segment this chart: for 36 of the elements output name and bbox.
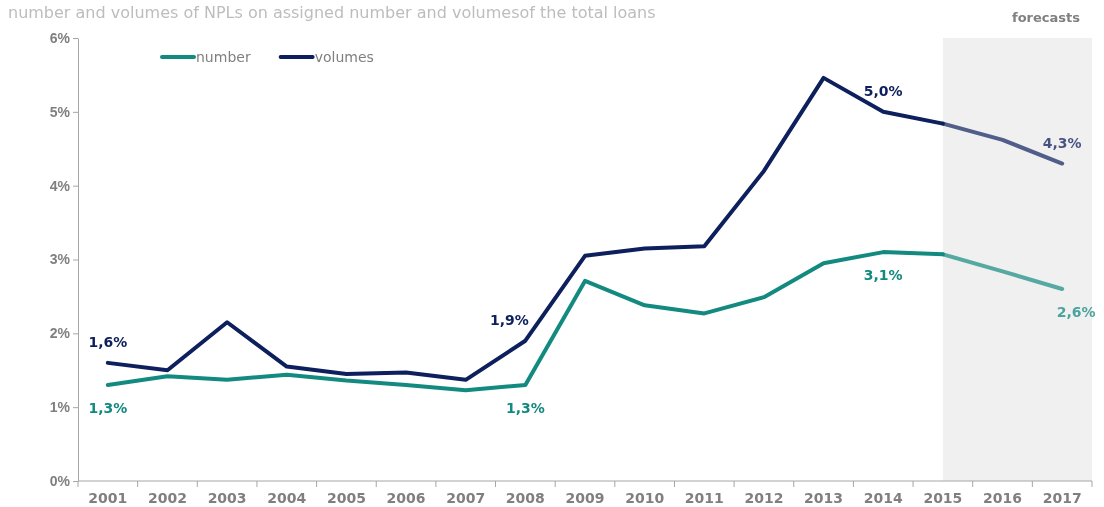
- y-tick-label: 6%: [49, 29, 71, 46]
- data-label: 1,3%: [505, 400, 545, 417]
- x-tick-label: 2010: [625, 490, 665, 506]
- x-tick-label: 2014: [863, 490, 903, 506]
- y-tick-label: 0%: [49, 472, 71, 489]
- data-label: 1,6%: [88, 333, 128, 350]
- x-tick-label: 2012: [744, 490, 784, 506]
- chart-title: number and volumes of NPLs on assigned number and volumesof the total loans: [8, 3, 656, 22]
- legend-label: volumes: [314, 49, 374, 65]
- y-tick-label: 3%: [49, 251, 71, 268]
- data-label: 1,3%: [88, 400, 128, 417]
- data-label: 1,9%: [489, 311, 529, 328]
- x-tick-label: 2013: [804, 490, 844, 506]
- band-label: forecasts: [1012, 10, 1081, 25]
- x-tick-label: 2009: [565, 490, 605, 506]
- y-tick-label: 5%: [49, 103, 71, 120]
- x-tick-label: 2001: [88, 490, 128, 506]
- x-tick-label: 2017: [1042, 490, 1082, 506]
- data-label: 3,1%: [863, 267, 903, 284]
- y-tick-label: 1%: [49, 399, 71, 416]
- x-tick-label: 2003: [207, 490, 247, 506]
- x-tick-label: 2002: [147, 490, 187, 506]
- x-tick-label: 2011: [684, 490, 724, 506]
- legend-label: number: [196, 49, 251, 65]
- y-tick-label: 4%: [49, 177, 71, 194]
- data-label: 2,6%: [1056, 304, 1096, 321]
- x-tick-label: 2005: [326, 490, 366, 506]
- data-label: 5,0%: [863, 82, 903, 99]
- x-tick-label: 2016: [983, 490, 1023, 506]
- x-tick-label: 2004: [267, 490, 307, 506]
- x-tick-label: 2008: [505, 490, 545, 506]
- x-tick-label: 2006: [386, 490, 426, 506]
- y-tick-label: 2%: [49, 325, 71, 342]
- x-tick-label: 2015: [923, 490, 963, 506]
- x-tick-label: 2007: [446, 490, 486, 506]
- data-label: 4,3%: [1042, 134, 1082, 151]
